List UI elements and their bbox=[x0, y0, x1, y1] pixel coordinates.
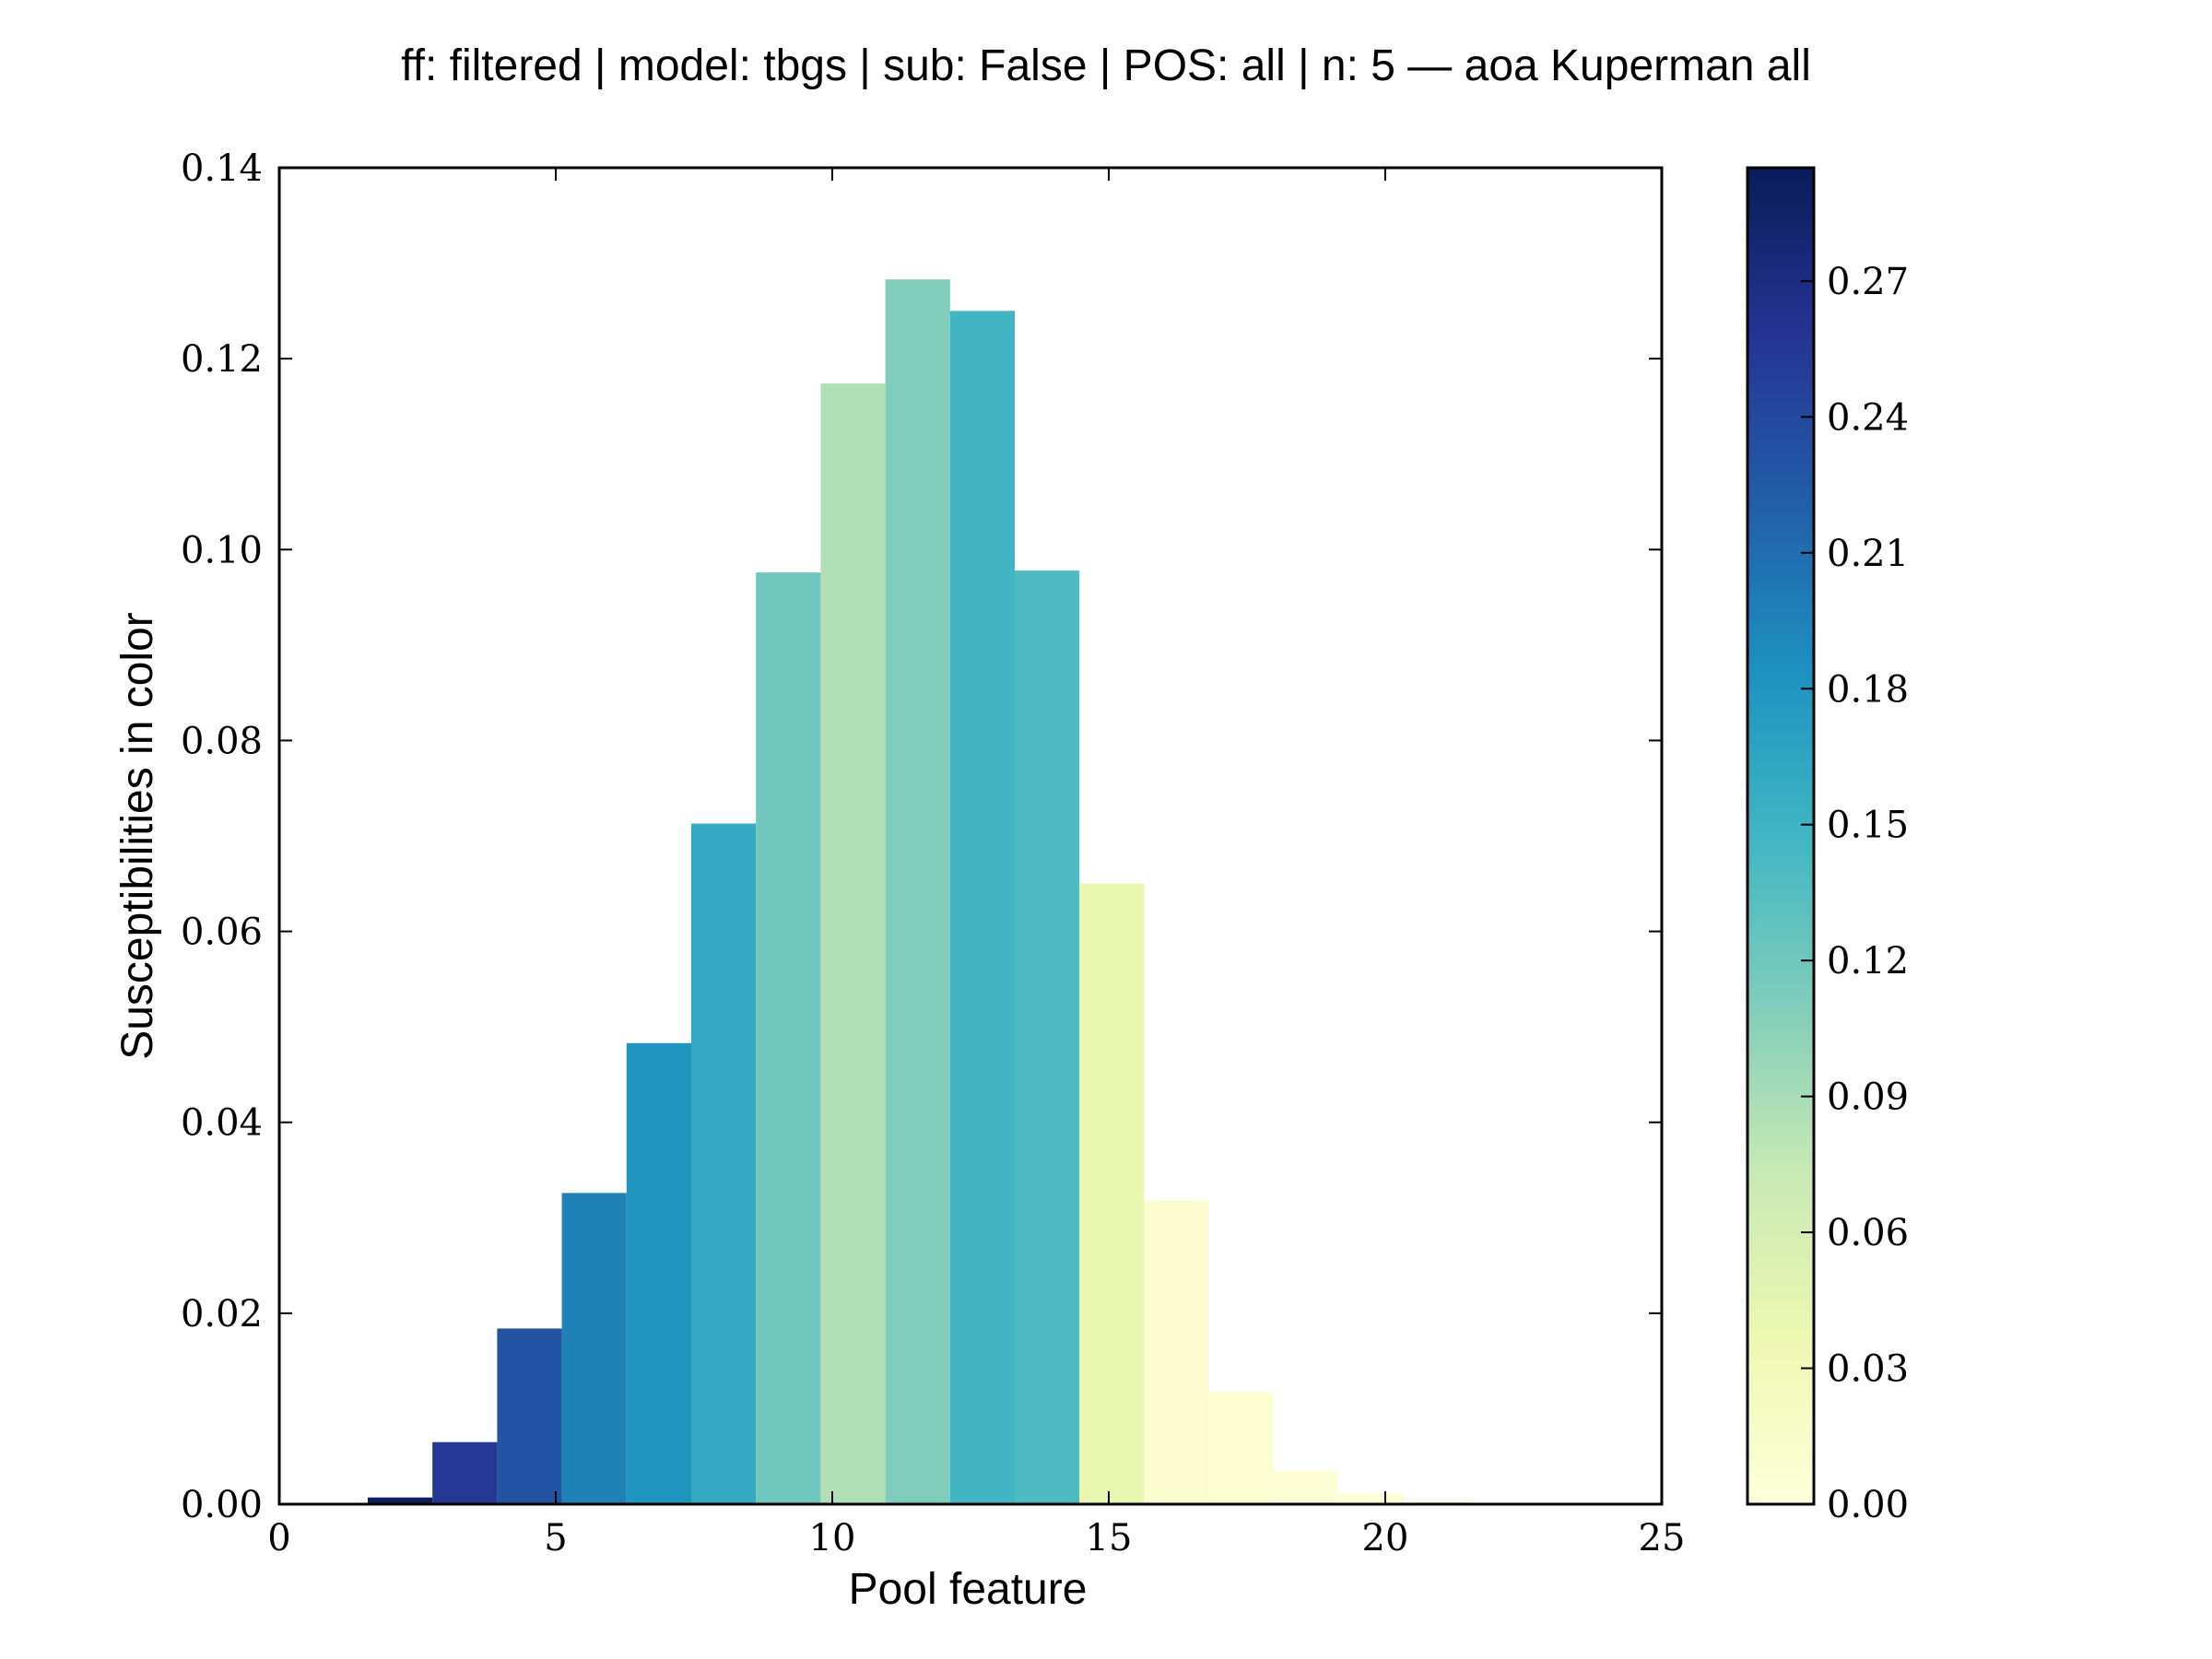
histogram-bar bbox=[1273, 1470, 1338, 1504]
histogram-bar bbox=[1079, 883, 1145, 1504]
bars-group bbox=[368, 279, 1468, 1505]
y-tick-label: 0.10 bbox=[181, 529, 263, 571]
colorbar-tick-label: 0.15 bbox=[1827, 805, 1909, 847]
histogram-bar bbox=[820, 383, 886, 1505]
colorbar-tick-label: 0.24 bbox=[1827, 396, 1909, 439]
x-tick-label: 15 bbox=[1086, 1517, 1133, 1559]
colorbar-tick-label: 0.03 bbox=[1827, 1348, 1909, 1391]
histogram-bar bbox=[432, 1441, 498, 1504]
colorbar-tick-label: 0.18 bbox=[1827, 668, 1909, 711]
y-axis-label: Susceptibilities in color bbox=[113, 612, 162, 1060]
colorbar-tick-label: 0.21 bbox=[1827, 533, 1909, 575]
histogram-bar bbox=[949, 311, 1015, 1504]
colorbar-tick-label: 0.09 bbox=[1827, 1077, 1909, 1119]
x-tick-label: 10 bbox=[809, 1517, 856, 1559]
plot-frame bbox=[277, 166, 1664, 1506]
histogram-bar bbox=[885, 279, 950, 1504]
y-axis-ticks: 0.00 0.02 0.04 0.06 0.08 0.10 0.12 0.14 bbox=[181, 147, 1662, 1526]
histogram-bar bbox=[1015, 571, 1080, 1504]
y-tick-label: 0.02 bbox=[181, 1293, 263, 1335]
histogram-bar bbox=[497, 1328, 562, 1504]
y-tick-label: 0.00 bbox=[181, 1484, 263, 1526]
x-tick-label: 25 bbox=[1639, 1517, 1686, 1559]
y-tick-label: 0.14 bbox=[181, 147, 263, 190]
x-axis-label: Pool feature bbox=[849, 1565, 1088, 1614]
histogram-bar bbox=[368, 1497, 433, 1504]
x-tick-label: 20 bbox=[1362, 1517, 1409, 1559]
colorbar-tick-label: 0.06 bbox=[1827, 1212, 1909, 1254]
histogram-bar bbox=[691, 823, 757, 1504]
x-tick-label: 5 bbox=[544, 1517, 567, 1559]
x-axis-ticks: 0 5 10 15 20 25 bbox=[267, 168, 1685, 1559]
histogram-bar bbox=[1338, 1493, 1404, 1504]
colorbar-tick-label: 0.27 bbox=[1827, 261, 1909, 303]
histogram-bar bbox=[756, 572, 821, 1504]
histogram-bar bbox=[626, 1042, 691, 1504]
chart-title: ff: filtered | model: tbgs | sub: False … bbox=[401, 41, 1811, 90]
histogram-bar bbox=[1208, 1392, 1274, 1504]
y-tick-label: 0.08 bbox=[181, 720, 263, 762]
colorbar-tick-label: 0.00 bbox=[1827, 1484, 1909, 1526]
histogram-bar bbox=[1403, 1500, 1468, 1504]
histogram-bar bbox=[1144, 1200, 1209, 1504]
x-tick-label: 0 bbox=[267, 1517, 290, 1559]
colorbar bbox=[1746, 166, 1816, 1506]
y-tick-label: 0.12 bbox=[181, 338, 263, 381]
y-tick-label: 0.04 bbox=[181, 1102, 263, 1145]
y-tick-label: 0.06 bbox=[181, 912, 263, 954]
colorbar-tick-label: 0.12 bbox=[1827, 940, 1909, 982]
histogram-bar bbox=[561, 1193, 627, 1504]
colorbar-ticks: 0.00 0.03 0.06 0.09 0.12 0.15 0.18 0.21 0.24 0.27 bbox=[1801, 261, 1909, 1526]
